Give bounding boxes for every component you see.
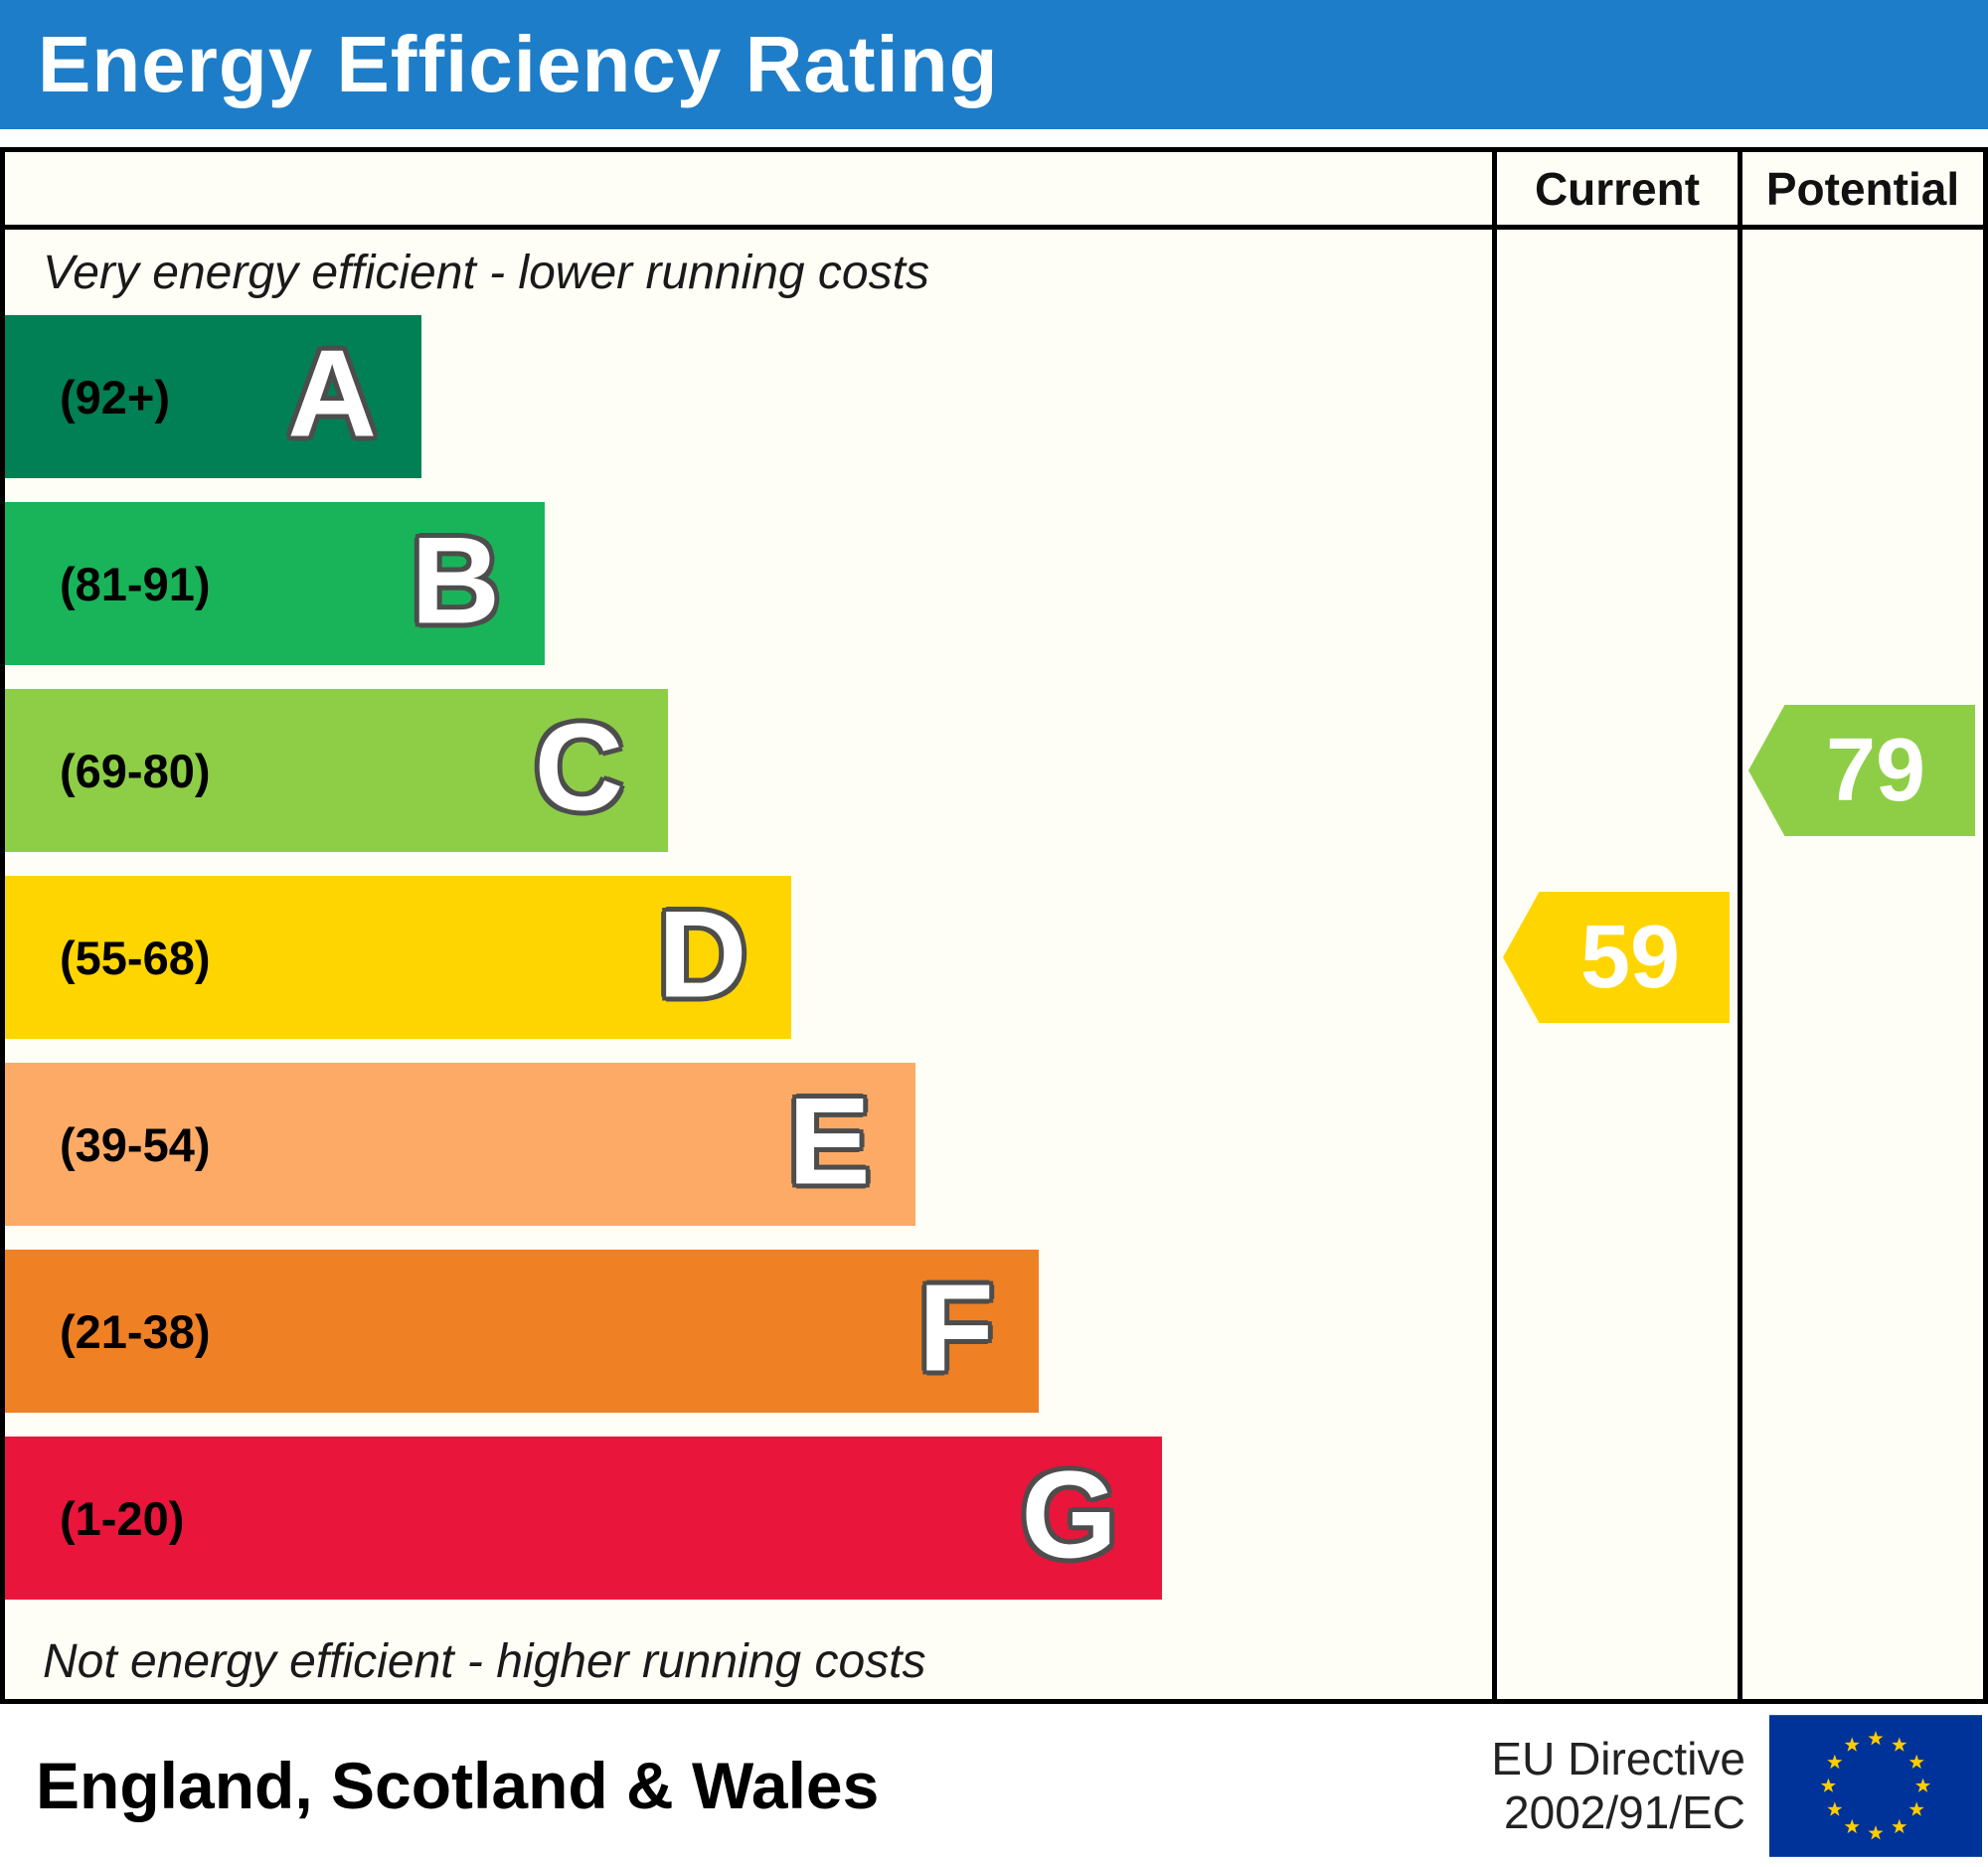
bands-column-header: [5, 152, 1492, 230]
current-column-header: Current: [1497, 152, 1738, 230]
top-note: Very energy efficient - lower running co…: [43, 246, 929, 299]
band-row-a: (92+) A: [5, 315, 1492, 502]
band-letter: G: [1021, 1446, 1117, 1585]
current-column-body: 59: [1497, 230, 1738, 1699]
bands-area: Very energy efficient - lower running co…: [5, 230, 1492, 1699]
footer: England, Scotland & Wales EU Directive 2…: [0, 1704, 1988, 1867]
band-row-b: (81-91) B: [5, 502, 1492, 689]
eu-directive-line2: 2002/91/EC: [1504, 1786, 1745, 1838]
band-row-c: (69-80) C: [5, 689, 1492, 876]
band-row-d: (55-68) D: [5, 876, 1492, 1063]
potential-column: Potential 79: [1738, 152, 1983, 1699]
band-range-label: (1-20): [60, 1491, 185, 1545]
band-bar-c: (69-80) C: [5, 689, 669, 852]
eu-directive-label: EU Directive 2002/91/EC: [1491, 1732, 1745, 1840]
band-letter: A: [287, 325, 377, 463]
eu-directive-line1: EU Directive: [1491, 1732, 1745, 1784]
potential-column-header: Potential: [1742, 152, 1983, 230]
potential-column-body: 79: [1742, 230, 1983, 1699]
band-range-label: (92+): [60, 370, 171, 424]
epc-rating-chart: Very energy efficient - lower running co…: [0, 147, 1988, 1704]
current-arrow: 59: [1503, 892, 1730, 1023]
header-bar: Energy Efficiency Rating: [0, 0, 1988, 129]
page-title: Energy Efficiency Rating: [38, 20, 999, 108]
band-letter: C: [534, 699, 624, 837]
band-bar-g: (1-20) G: [5, 1437, 1162, 1600]
current-column: Current 59: [1492, 152, 1738, 1699]
band-range-label: (21-38): [60, 1304, 211, 1358]
band-row-f: (21-38) F: [5, 1250, 1492, 1437]
band-range-label: (81-91): [60, 557, 211, 610]
band-range-label: (69-80): [60, 744, 211, 797]
band-letter: B: [411, 512, 501, 650]
band-bar-a: (92+) A: [5, 315, 421, 478]
bottom-note: Not energy efficient - higher running co…: [43, 1634, 926, 1688]
band-bar-b: (81-91) B: [5, 502, 546, 665]
band-letter: F: [917, 1260, 994, 1398]
band-range-label: (39-54): [60, 1117, 211, 1171]
region-label: England, Scotland & Wales: [36, 1749, 880, 1822]
band-letter: D: [657, 886, 747, 1024]
band-letter: E: [787, 1073, 871, 1211]
band-row-e: (39-54) E: [5, 1063, 1492, 1250]
eu-flag-icon: [1769, 1714, 1982, 1857]
band-range-label: (55-68): [60, 931, 211, 984]
band-bar-f: (21-38) F: [5, 1250, 1039, 1413]
band-row-g: (1-20) G: [5, 1437, 1492, 1623]
bands-column: Very energy efficient - lower running co…: [5, 152, 1492, 1699]
band-bar-d: (55-68) D: [5, 876, 792, 1039]
potential-arrow: 79: [1748, 705, 1975, 836]
band-bar-e: (39-54) E: [5, 1063, 915, 1226]
